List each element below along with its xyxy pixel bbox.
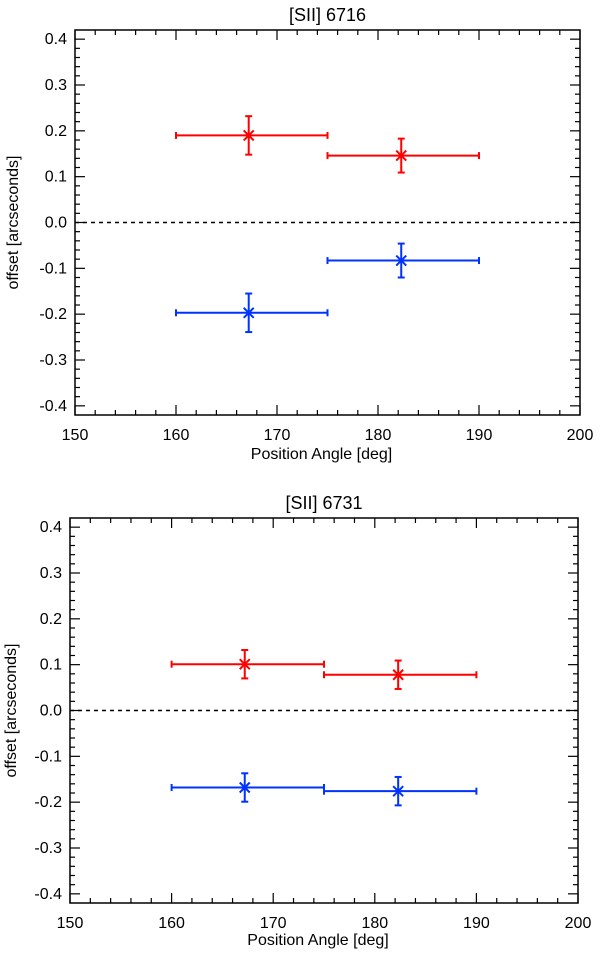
data-point-x-marker [239, 781, 251, 794]
series-red [170, 649, 478, 690]
y-tick-label: 0.1 [40, 657, 62, 674]
y-tick-label: -0.2 [34, 794, 62, 811]
data-point-x-marker [239, 658, 251, 670]
x-tick-label: 200 [567, 427, 594, 444]
chart-title: [SII] 6731 [285, 493, 362, 513]
marker-stroke [392, 669, 404, 681]
marker-stroke [243, 307, 255, 319]
chart-panel-sii-6716: [SII] 6716 150 160 170 180 190 200 -0.4 -0.3 -0.2… [5, 5, 593, 463]
data-point-x-marker [392, 785, 404, 797]
data-point-x-marker [243, 307, 255, 319]
data-point-x-marker [395, 254, 407, 267]
x-tick-label: 150 [62, 427, 89, 444]
data-point-x-marker [392, 669, 404, 681]
y-tick-label: -0.1 [34, 748, 62, 765]
y-tick-label: 0.1 [45, 169, 67, 186]
x-tick-label: 200 [565, 915, 592, 932]
y-tick-label: -0.4 [39, 398, 67, 415]
data-point-x-marker [243, 129, 255, 142]
y-tick-label: -0.2 [39, 306, 67, 323]
x-tick-label: 180 [365, 427, 392, 444]
x-tick-label: 150 [57, 915, 84, 932]
y-tick-label: 0.0 [40, 703, 62, 720]
y-tick-label: -0.4 [34, 886, 62, 903]
x-tick-label: 170 [260, 915, 287, 932]
x-axis-label: Position Angle [deg] [247, 932, 388, 949]
plot-frame [69, 517, 579, 904]
marker-stroke [395, 149, 407, 162]
marker-stroke [243, 129, 255, 142]
y-tick-label: -0.3 [39, 352, 67, 369]
series-red [175, 115, 480, 174]
y-axis-label: offset [arcseconds] [3, 644, 20, 778]
plot-frame [74, 29, 581, 416]
y-axis-label: offset [arcseconds] [5, 156, 22, 290]
x-axis-label: Position Angle [deg] [251, 446, 392, 463]
marker-stroke [239, 781, 251, 794]
y-tick-label: 0.0 [45, 215, 67, 232]
marker-stroke [395, 254, 407, 267]
marker-stroke [392, 785, 404, 797]
x-tick-label: 190 [463, 915, 490, 932]
x-tick-label: 190 [466, 427, 493, 444]
chart-panel-sii-6731: [SII] 6731 150 160 170 180 190 200 -0.4 -0.3 -0.2… [3, 493, 591, 949]
series-blue [170, 772, 478, 807]
y-tick-label: 0.2 [45, 123, 67, 140]
y-tick-label: 0.2 [40, 611, 62, 628]
y-tick-label: 0.3 [40, 565, 62, 582]
x-tick-label: 180 [361, 915, 388, 932]
marker-stroke [239, 658, 251, 670]
x-tick-label: 170 [264, 427, 291, 444]
data-point-x-marker [395, 149, 407, 162]
y-tick-label: 0.4 [40, 519, 62, 536]
series-blue [175, 242, 480, 334]
y-tick-label: -0.1 [39, 260, 67, 277]
x-tick-label: 160 [158, 915, 185, 932]
chart-title: [SII] 6716 [289, 5, 366, 25]
y-tick-label: 0.3 [45, 77, 67, 94]
y-tick-label: -0.3 [34, 840, 62, 857]
x-tick-label: 160 [163, 427, 190, 444]
y-tick-label: 0.4 [45, 31, 67, 48]
